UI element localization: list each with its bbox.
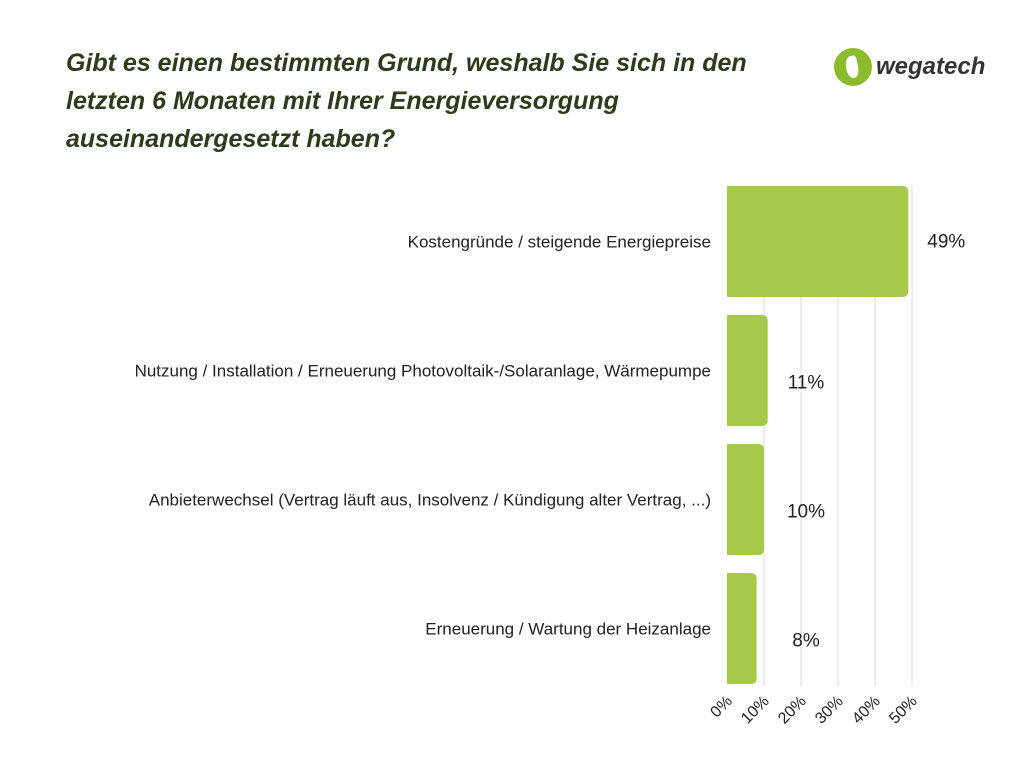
- x-tick-label: 50%: [886, 693, 921, 728]
- title-line: letzten 6 Monaten mit Ihrer Energieverso…: [66, 87, 619, 115]
- category-label: Nutzung / Installation / Erneuerung Phot…: [135, 362, 711, 381]
- x-tick-label: 20%: [775, 693, 810, 728]
- data-label: 8%: [792, 631, 820, 652]
- logo-text: wegatech: [876, 53, 986, 80]
- bar: [727, 186, 909, 297]
- x-tick-label: 0%: [707, 693, 735, 721]
- bar: [727, 315, 768, 426]
- bar: [727, 573, 757, 684]
- x-tick-label: 40%: [849, 693, 884, 728]
- title-line: Gibt es einen bestimmten Grund, weshalb …: [66, 49, 747, 77]
- bar: [727, 444, 764, 555]
- flame-icon: [834, 48, 872, 86]
- category-label: Anbieterwechsel (Vertrag läuft aus, Inso…: [149, 491, 711, 510]
- data-label: 11%: [788, 373, 825, 394]
- category-label: Kostengründe / steigende Energiepreise: [408, 233, 711, 252]
- chart-title: Gibt es einen bestimmten Grund, weshalb …: [66, 44, 786, 158]
- x-tick-label: 30%: [812, 693, 847, 728]
- data-label: 49%: [927, 232, 965, 253]
- data-label: 10%: [787, 502, 825, 523]
- title-line: auseinandergesetzt haben?: [66, 125, 396, 153]
- x-tick-label: 10%: [738, 693, 773, 728]
- wegatech-logo: wegatech: [834, 48, 985, 86]
- category-label: Erneuerung / Wartung der Heizanlage: [425, 620, 711, 639]
